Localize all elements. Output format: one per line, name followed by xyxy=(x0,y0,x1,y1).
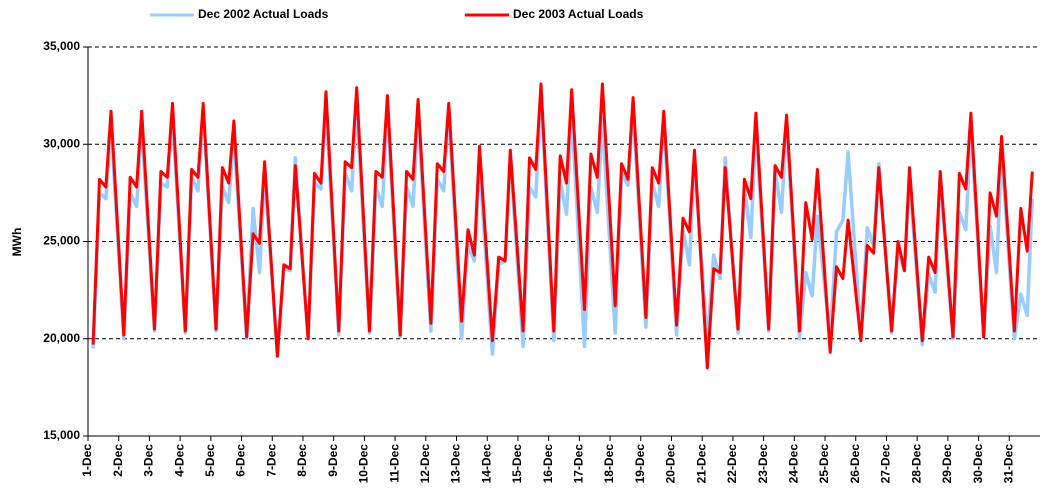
legend-label: Dec 2003 Actual Loads xyxy=(513,7,644,21)
x-tick-label: 21-Dec xyxy=(694,444,708,484)
x-tick-label: 9-Dec xyxy=(326,444,340,477)
series-line xyxy=(91,82,1034,370)
x-tick-label: 2-Dec xyxy=(111,444,125,477)
x-tick-label: 6-Dec xyxy=(234,444,248,477)
x-tick-label: 15-Dec xyxy=(510,444,524,484)
x-tick-label: 28-Dec xyxy=(909,444,923,484)
x-tick-label: 13-Dec xyxy=(449,444,463,484)
x-tick-label: 18-Dec xyxy=(602,444,616,484)
x-tick-label: 23-Dec xyxy=(756,444,770,484)
x-tick-label: 14-Dec xyxy=(479,444,493,484)
x-tick-label: 20-Dec xyxy=(664,444,678,484)
x-tick-label: 24-Dec xyxy=(786,444,800,484)
x-tick-label: 29-Dec xyxy=(940,444,954,484)
y-tick-label: 35,000 xyxy=(43,39,80,53)
x-tick-label: 22-Dec xyxy=(725,444,739,484)
y-axis-title: MWh xyxy=(10,228,24,257)
y-tick-label: 30,000 xyxy=(43,136,80,150)
x-tick-label: 5-Dec xyxy=(203,444,217,477)
x-tick-label: 19-Dec xyxy=(633,444,647,484)
x-tick-label: 17-Dec xyxy=(572,444,586,484)
x-tick-label: 8-Dec xyxy=(295,444,309,477)
x-tick-label: 26-Dec xyxy=(848,444,862,484)
x-tick-label: 12-Dec xyxy=(418,444,432,484)
y-tick-label: 15,000 xyxy=(43,428,80,442)
x-tick-label: 16-Dec xyxy=(541,444,555,484)
x-tick-label: 25-Dec xyxy=(817,444,831,484)
x-tick-label: 7-Dec xyxy=(264,444,278,477)
x-tick-label: 11-Dec xyxy=(387,444,401,483)
x-tick-label: 30-Dec xyxy=(971,444,985,484)
x-tick-label: 3-Dec xyxy=(142,444,156,477)
legend-label: Dec 2002 Actual Loads xyxy=(198,7,329,21)
x-tick-label: 31-Dec xyxy=(1001,444,1015,484)
x-tick-label: 1-Dec xyxy=(80,444,94,477)
x-tick-label: 4-Dec xyxy=(172,444,186,477)
y-tick-label: 25,000 xyxy=(43,234,80,248)
y-tick-label: 20,000 xyxy=(43,331,80,345)
x-tick-label: 27-Dec xyxy=(879,444,893,484)
x-tick-label: 10-Dec xyxy=(357,444,371,484)
